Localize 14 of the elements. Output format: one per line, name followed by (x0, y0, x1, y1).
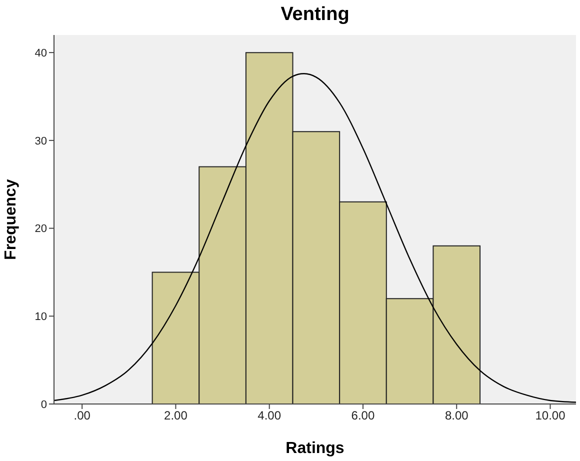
x-tick-label: 4.00 (258, 408, 282, 423)
x-tick-label: 10.00 (535, 408, 566, 423)
x-axis-title: Ratings (286, 440, 344, 457)
x-tick-label: 6.00 (351, 408, 375, 423)
x-tick-label: .00 (74, 408, 91, 423)
y-tick-label: 30 (34, 135, 47, 148)
x-tick-label: 2.00 (164, 408, 188, 423)
y-tick-label: 10 (34, 311, 47, 324)
y-tick-label: 40 (34, 47, 47, 60)
y-axis-title: Frequency (2, 178, 20, 260)
y-tick-label: 0 (40, 398, 47, 411)
chart-title: Venting (280, 4, 350, 26)
y-tick-label: 20 (34, 223, 47, 236)
x-tick-label: 8.00 (444, 408, 469, 423)
